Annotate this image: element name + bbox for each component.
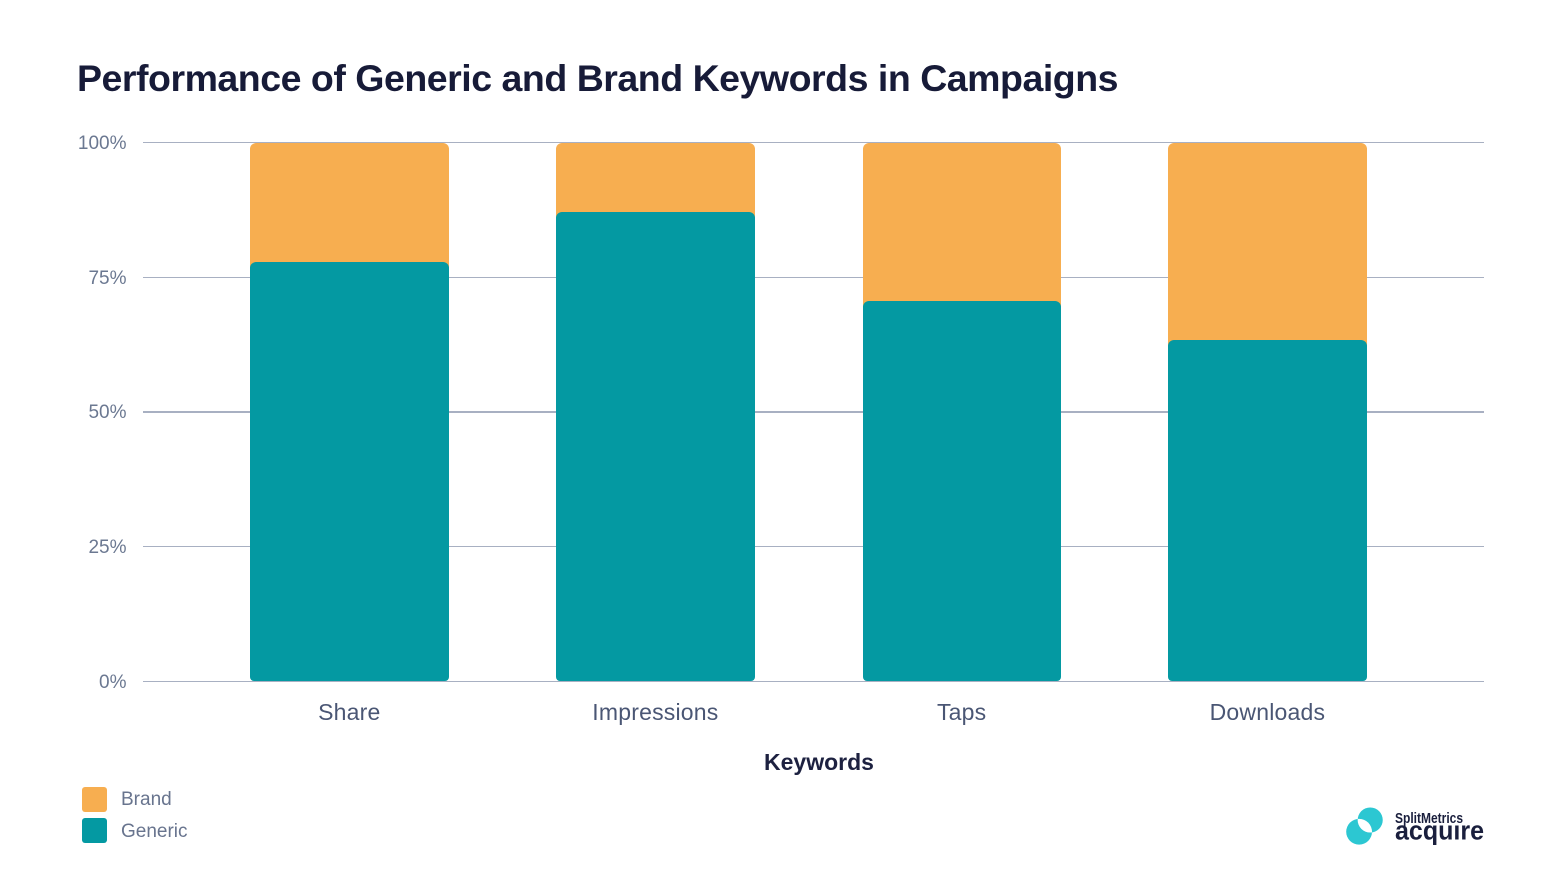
svg-text:SplitMetrics: SplitMetrics bbox=[1395, 810, 1463, 827]
svg-text:acquıre: acquıre bbox=[1395, 816, 1484, 846]
